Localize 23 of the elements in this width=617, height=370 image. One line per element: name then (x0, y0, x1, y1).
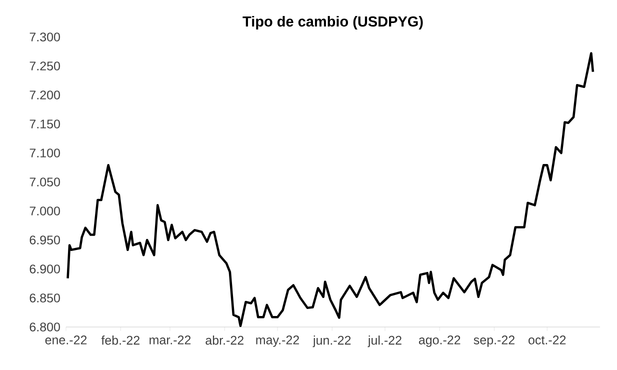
x-tick-label: may.-22 (256, 336, 299, 347)
y-tick-label: 6.950 (30, 236, 60, 244)
x-tick-label: oct.-22 (528, 336, 566, 344)
x-tick-label: jun.-22 (312, 336, 351, 348)
y-tick-label: 7.300 (30, 32, 60, 42)
y-tick-label: 7.250 (30, 62, 60, 70)
x-tick-label: sep.-22 (474, 336, 514, 347)
y-tick-label: 7.050 (30, 178, 60, 186)
x-tick-label: ene.-22 (45, 336, 87, 344)
x-tick-label: jul.-22 (368, 336, 402, 348)
x-tick-label: ago.-22 (418, 336, 460, 347)
y-tick-label: 7.000 (30, 206, 60, 216)
x-tick-label: abr.-22 (206, 336, 244, 345)
y-tick-label: 7.100 (30, 148, 60, 158)
y-tick-label: 6.800 (30, 322, 60, 332)
x-tick-label: mar.-22 (150, 336, 191, 344)
y-tick-label: 7.200 (30, 90, 60, 100)
line-series (66, 52, 594, 327)
y-tick-label: 6.900 (30, 264, 60, 274)
x-tick-label: feb.-22 (101, 336, 140, 345)
y-tick-label: 7.150 (30, 120, 60, 128)
y-tick-label: 6.850 (30, 294, 60, 302)
chart-title: Tipo de cambio (USDPYG) (242, 16, 423, 30)
